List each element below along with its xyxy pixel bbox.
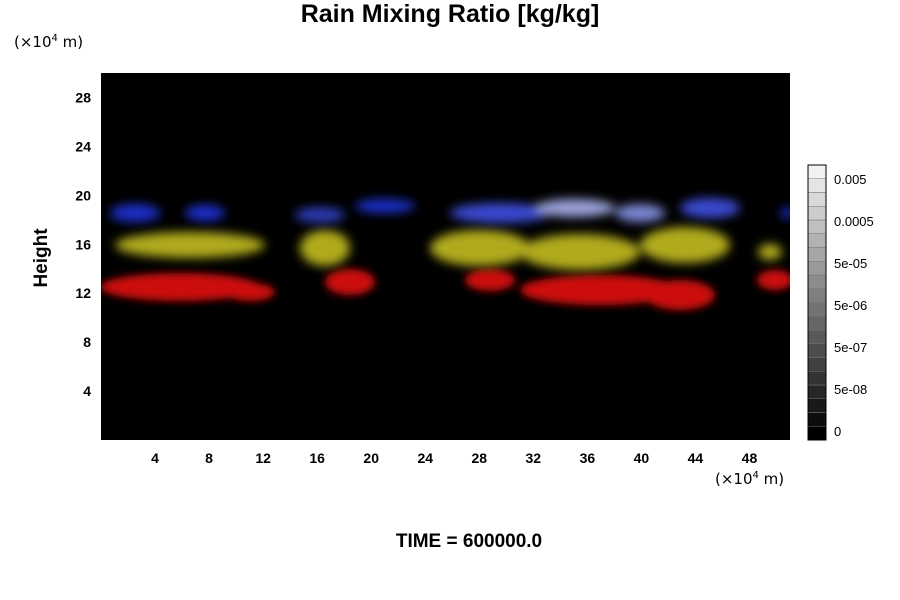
colorbar-level	[807, 302, 827, 317]
colorbar-level	[807, 288, 827, 303]
colorbar-level	[807, 192, 827, 207]
colorbar-level	[807, 412, 827, 427]
x-unit-prefix: (×10	[715, 470, 753, 488]
colorbar-label: 0.005	[834, 172, 867, 187]
x-tick-label: 40	[634, 450, 650, 466]
colorbar-level	[807, 164, 827, 179]
y-tick-label: 20	[75, 187, 91, 203]
x-tick-label: 16	[309, 450, 325, 466]
colorbar-level	[807, 233, 827, 248]
x-unit-exponent: 4	[752, 470, 759, 481]
x-tick-label: 24	[417, 450, 433, 466]
x-tick-label: 44	[688, 450, 704, 466]
chart-title: Rain Mixing Ratio [kg/kg]	[300, 0, 600, 28]
rain-field	[101, 198, 790, 310]
y-tick-label: 28	[75, 89, 91, 105]
colorbar-level	[807, 398, 827, 413]
colorbar-labels: 0.005 0.0005 5e-05 5e-06 5e-07 5e-08 0	[834, 172, 874, 439]
colorbar-level	[807, 206, 827, 221]
colorbar-label: 5e-05	[834, 256, 867, 271]
rain-layer-mid	[115, 227, 782, 270]
colorbar-level	[807, 384, 827, 399]
colorbar-level	[807, 357, 827, 372]
x-tick-label: 28	[471, 450, 487, 466]
x-tick-label: 12	[255, 450, 271, 466]
colorbar	[807, 164, 827, 441]
rain-layer-low	[101, 269, 790, 310]
colorbar-level	[807, 178, 827, 193]
y-tick-label: 8	[83, 334, 91, 350]
colorbar-frame	[807, 164, 827, 441]
colorbar-level	[807, 343, 827, 358]
y-tick-label: 12	[75, 285, 91, 301]
x-tick-label: 32	[526, 450, 542, 466]
x-unit-suffix: m)	[758, 470, 785, 488]
x-tick-label: 48	[742, 450, 758, 466]
y-tick-label: 4	[83, 383, 91, 399]
colorbar-level	[807, 316, 827, 331]
colorbar-level	[807, 371, 827, 386]
x-tick-label: 8	[205, 450, 213, 466]
x-tick-label: 36	[580, 450, 596, 466]
colorbar-level	[807, 329, 827, 344]
colorbar-level	[807, 247, 827, 262]
y-unit-prefix: (×10	[14, 33, 52, 51]
colorbar-label: 5e-08	[834, 382, 867, 397]
colorbar-label: 5e-07	[834, 340, 867, 355]
y-unit-suffix: m)	[57, 33, 84, 51]
colorbar-label: 0.0005	[834, 214, 874, 229]
rain-layer-high	[110, 198, 790, 223]
y-tick-label: 24	[75, 138, 91, 154]
colorbar-level	[807, 426, 827, 441]
y-axis-unit: (×104 m)	[14, 33, 83, 51]
y-tick-labels: 4 8 12 16 20 24 28	[75, 89, 91, 399]
colorbar-level	[807, 274, 827, 289]
time-label: TIME = 600000.0	[395, 531, 543, 552]
x-tick-labels: 4 8 12 16 20 24 28 32 36 40 44 48	[151, 450, 757, 466]
colorbar-level	[807, 219, 827, 234]
colorbar-label: 5e-06	[834, 298, 867, 313]
x-tick-label: 4	[151, 450, 159, 466]
colorbar-label: 0	[834, 424, 841, 439]
x-tick-label: 20	[363, 450, 379, 466]
y-unit-exponent: 4	[51, 33, 58, 44]
y-tick-label: 16	[75, 236, 91, 252]
colorbar-level	[807, 261, 827, 276]
x-axis-unit: (×104 m)	[715, 470, 784, 488]
